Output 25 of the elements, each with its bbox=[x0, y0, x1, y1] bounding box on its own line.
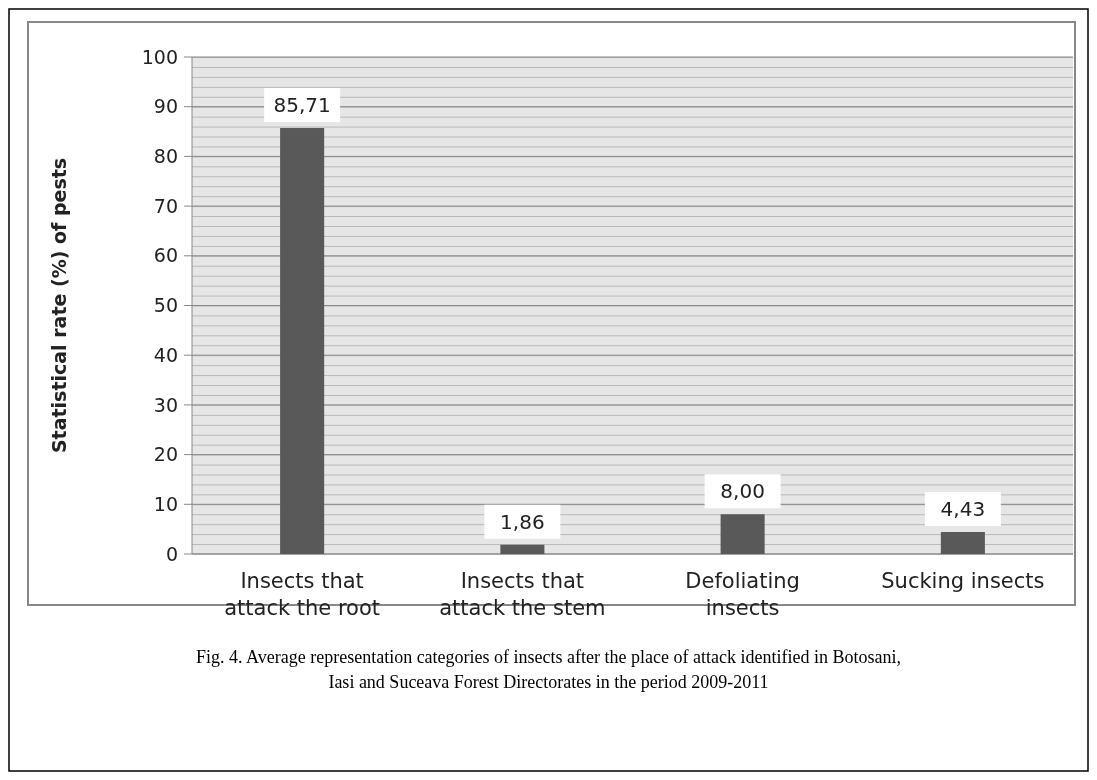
y-tick-label: 80 bbox=[153, 145, 178, 168]
caption: Fig. 4. Average representation categories of insects after the place of attack identified in Botosani, Iasi and Suceava Forest Directorates in the period 2009-2011 bbox=[196, 647, 901, 692]
y-tick-label: 30 bbox=[153, 393, 178, 416]
y-tick-label: 60 bbox=[153, 244, 178, 267]
x-tick-label: Sucking insects bbox=[881, 569, 1045, 593]
y-axis-title: Statistical rate (%) of pests bbox=[48, 157, 70, 454]
y-tick-label: 70 bbox=[153, 194, 178, 217]
x-tick-label: Insects that attack the stem bbox=[439, 569, 606, 620]
data-label: 1,86 bbox=[500, 509, 545, 534]
y-tick-label: 100 bbox=[141, 45, 178, 68]
bar bbox=[280, 128, 325, 554]
y-tick-label: 90 bbox=[153, 95, 178, 118]
y-tick-label: 10 bbox=[153, 492, 178, 515]
data-label: 85,71 bbox=[273, 93, 331, 118]
bar bbox=[720, 514, 765, 554]
data-label: 8,00 bbox=[720, 479, 765, 504]
y-tick-label: 0 bbox=[165, 542, 178, 565]
x-tick-label: Insects that attack the root bbox=[224, 569, 381, 620]
y-tick-label: 50 bbox=[153, 294, 178, 317]
bar bbox=[940, 531, 985, 554]
y-tick-label: 20 bbox=[153, 443, 178, 466]
bar bbox=[500, 544, 545, 554]
y-tick-label: 40 bbox=[153, 343, 178, 366]
data-label: 4,43 bbox=[940, 496, 986, 521]
x-tick-label: Defoliating insects bbox=[685, 569, 800, 620]
